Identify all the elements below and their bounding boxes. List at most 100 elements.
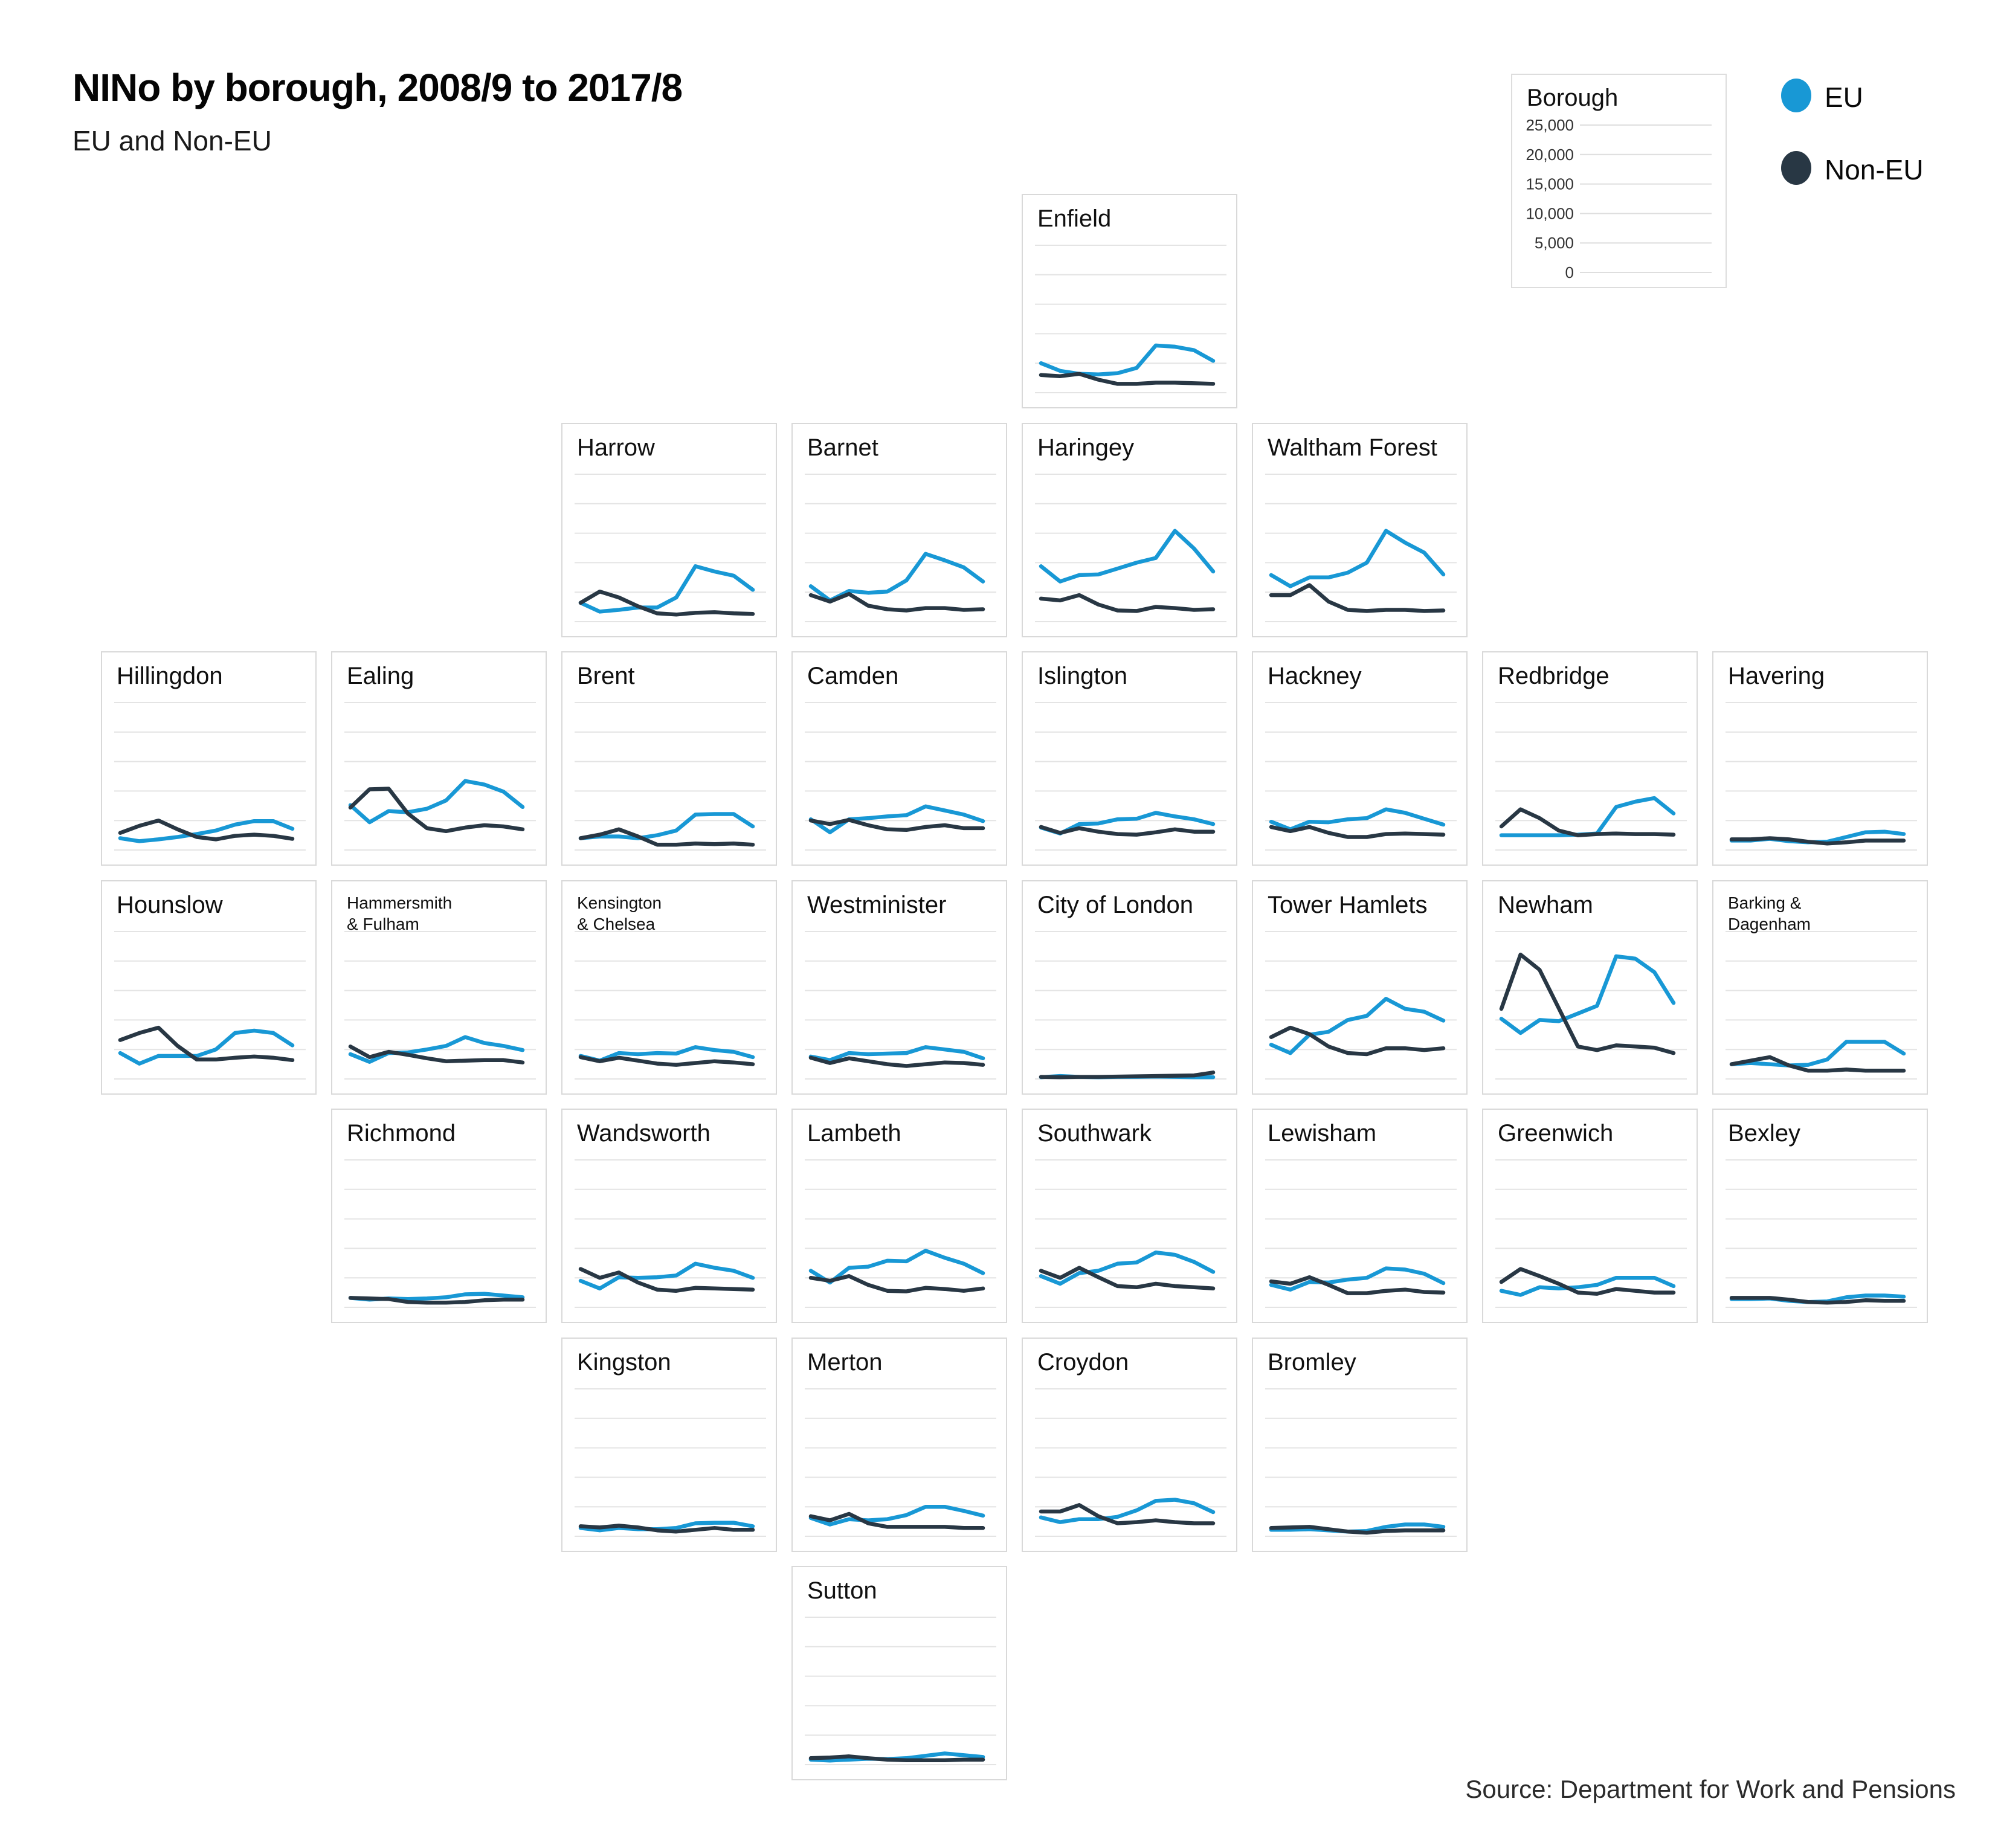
borough-title-line: Hounslow	[117, 891, 223, 918]
borough-title: Southwark	[1037, 1119, 1152, 1147]
non-eu-line	[1269, 582, 1446, 613]
borough-title: Enfield	[1037, 205, 1111, 233]
non-eu-line	[1039, 1070, 1216, 1079]
borough-tile-kingston: Kingston	[561, 1337, 777, 1552]
borough-title: Barking & Dagenham	[1728, 892, 1811, 935]
borough-tile-hackney: Hackney	[1252, 651, 1468, 866]
key-tick-label: 10,000	[1526, 204, 1574, 222]
borough-title: Redbridge	[1498, 662, 1610, 690]
borough-title-line: Merton	[807, 1348, 883, 1376]
borough-title-line: Camden	[807, 663, 899, 689]
legend-key-axis: 25,000 20,000 15,000 10,000 5,000 0	[1526, 116, 1712, 282]
borough-tile-westminister: Westminister	[791, 880, 1007, 1095]
eu-line	[1039, 528, 1216, 584]
borough-title-line: Dagenham	[1728, 914, 1811, 933]
borough-tile-hillingdon: Hillingdon	[101, 651, 317, 866]
borough-chart-harrow	[575, 473, 766, 622]
legend-key-box: Borough 25,000 20,000 15,000 10,000 5,000 0	[1511, 74, 1727, 288]
borough-chart-greenwich	[1495, 1159, 1687, 1308]
borough-chart-tower-hamlets	[1265, 930, 1457, 1080]
borough-chart-kingston	[575, 1388, 766, 1537]
borough-title-line: Havering	[1728, 663, 1825, 689]
non-eu-line	[118, 1025, 295, 1062]
non-eu-line	[1729, 1055, 1906, 1073]
eu-line	[578, 1520, 755, 1532]
borough-title-line: & Chelsea	[577, 914, 656, 933]
borough-tile-tower-hamlets: Tower Hamlets	[1252, 880, 1468, 1095]
non-eu-line	[1269, 1524, 1446, 1534]
borough-title-line: Waltham Forest	[1268, 434, 1437, 461]
borough-chart-waltham-forest	[1265, 473, 1457, 622]
eu-line	[578, 1261, 755, 1291]
key-tick-label: 25,000	[1526, 116, 1574, 134]
eu-line	[808, 1045, 985, 1062]
borough-chart-newham	[1495, 930, 1687, 1080]
non-eu-line	[578, 1267, 755, 1293]
borough-chart-richmond	[344, 1159, 536, 1308]
borough-title-line: City of London	[1037, 891, 1193, 918]
borough-title: Hammersmith & Fulham	[347, 892, 452, 935]
borough-title: Lambeth	[807, 1119, 901, 1147]
borough-title: City of London	[1037, 891, 1193, 919]
borough-title-line: Westminister	[807, 891, 947, 918]
borough-tile-richmond: Richmond	[331, 1109, 547, 1323]
borough-tile-waltham-forest: Waltham Forest	[1252, 422, 1468, 637]
borough-title-line: Harrow	[577, 434, 655, 461]
borough-title: Ealing	[347, 662, 414, 690]
borough-chart-kensington-chelsea	[575, 930, 766, 1080]
borough-tile-wandsworth: Wandsworth	[561, 1109, 777, 1323]
borough-tile-sutton: Sutton	[791, 1566, 1007, 1780]
borough-chart-bexley	[1726, 1159, 1917, 1308]
eu-line	[808, 1504, 985, 1527]
eu-line	[578, 812, 755, 840]
eu-line	[1269, 1266, 1446, 1292]
borough-tile-city-of-london: City of London	[1022, 880, 1237, 1095]
eu-line	[1499, 796, 1676, 837]
borough-title-line: Barnet	[807, 434, 878, 461]
borough-title-line: Sutton	[807, 1577, 877, 1604]
borough-title-line: Lambeth	[807, 1120, 901, 1147]
non-eu-line	[1499, 807, 1676, 837]
borough-title: Waltham Forest	[1268, 434, 1437, 462]
key-tick-label: 15,000	[1526, 175, 1574, 193]
borough-title: Camden	[807, 662, 898, 690]
borough-title-line: Newham	[1498, 891, 1593, 918]
borough-tile-bexley: Bexley	[1712, 1109, 1928, 1323]
borough-title-line: Southwark	[1037, 1120, 1152, 1147]
eu-line	[1269, 996, 1446, 1055]
borough-title: Tower Hamlets	[1268, 891, 1428, 919]
borough-tile-islington: Islington	[1022, 651, 1237, 866]
borough-tile-southwark: Southwark	[1022, 1109, 1237, 1323]
borough-chart-hounslow	[114, 930, 306, 1080]
non-eu-line	[1039, 1266, 1216, 1291]
non-eu-line	[118, 818, 295, 842]
borough-title-line: Brent	[577, 663, 635, 689]
non-eu-line	[578, 827, 755, 847]
borough-title-line: Richmond	[347, 1120, 456, 1147]
eu-line	[348, 779, 525, 825]
non-eu-line	[1039, 825, 1216, 837]
non-eu-line	[348, 787, 525, 834]
borough-title: Kingston	[577, 1348, 671, 1376]
eu-line	[348, 1034, 525, 1064]
borough-title: Sutton	[807, 1577, 877, 1605]
borough-chart-redbridge	[1495, 702, 1687, 851]
borough-chart-croydon	[1035, 1388, 1226, 1537]
borough-title-line: Redbridge	[1498, 663, 1610, 689]
non-eu-line	[1499, 1267, 1676, 1296]
borough-chart-enfield	[1035, 245, 1226, 393]
borough-title: Hillingdon	[117, 662, 223, 690]
borough-tile-havering: Havering	[1712, 651, 1928, 866]
key-tick-label: 0	[1565, 263, 1574, 282]
borough-tile-barnet: Barnet	[791, 422, 1007, 637]
eu-line	[808, 804, 985, 834]
source-note: Source: Department for Work and Pensions	[1465, 1775, 1956, 1803]
page-subtitle: EU and Non-EU	[73, 125, 272, 156]
borough-chart-lambeth	[805, 1159, 996, 1308]
borough-chart-wandsworth	[575, 1159, 766, 1308]
borough-chart-hammersmith-fulham	[344, 930, 536, 1080]
borough-tile-newham: Newham	[1482, 880, 1698, 1095]
borough-title: Kensington & Chelsea	[577, 892, 662, 935]
borough-title: Harrow	[577, 434, 655, 462]
borough-title-line: Ealing	[347, 663, 414, 689]
